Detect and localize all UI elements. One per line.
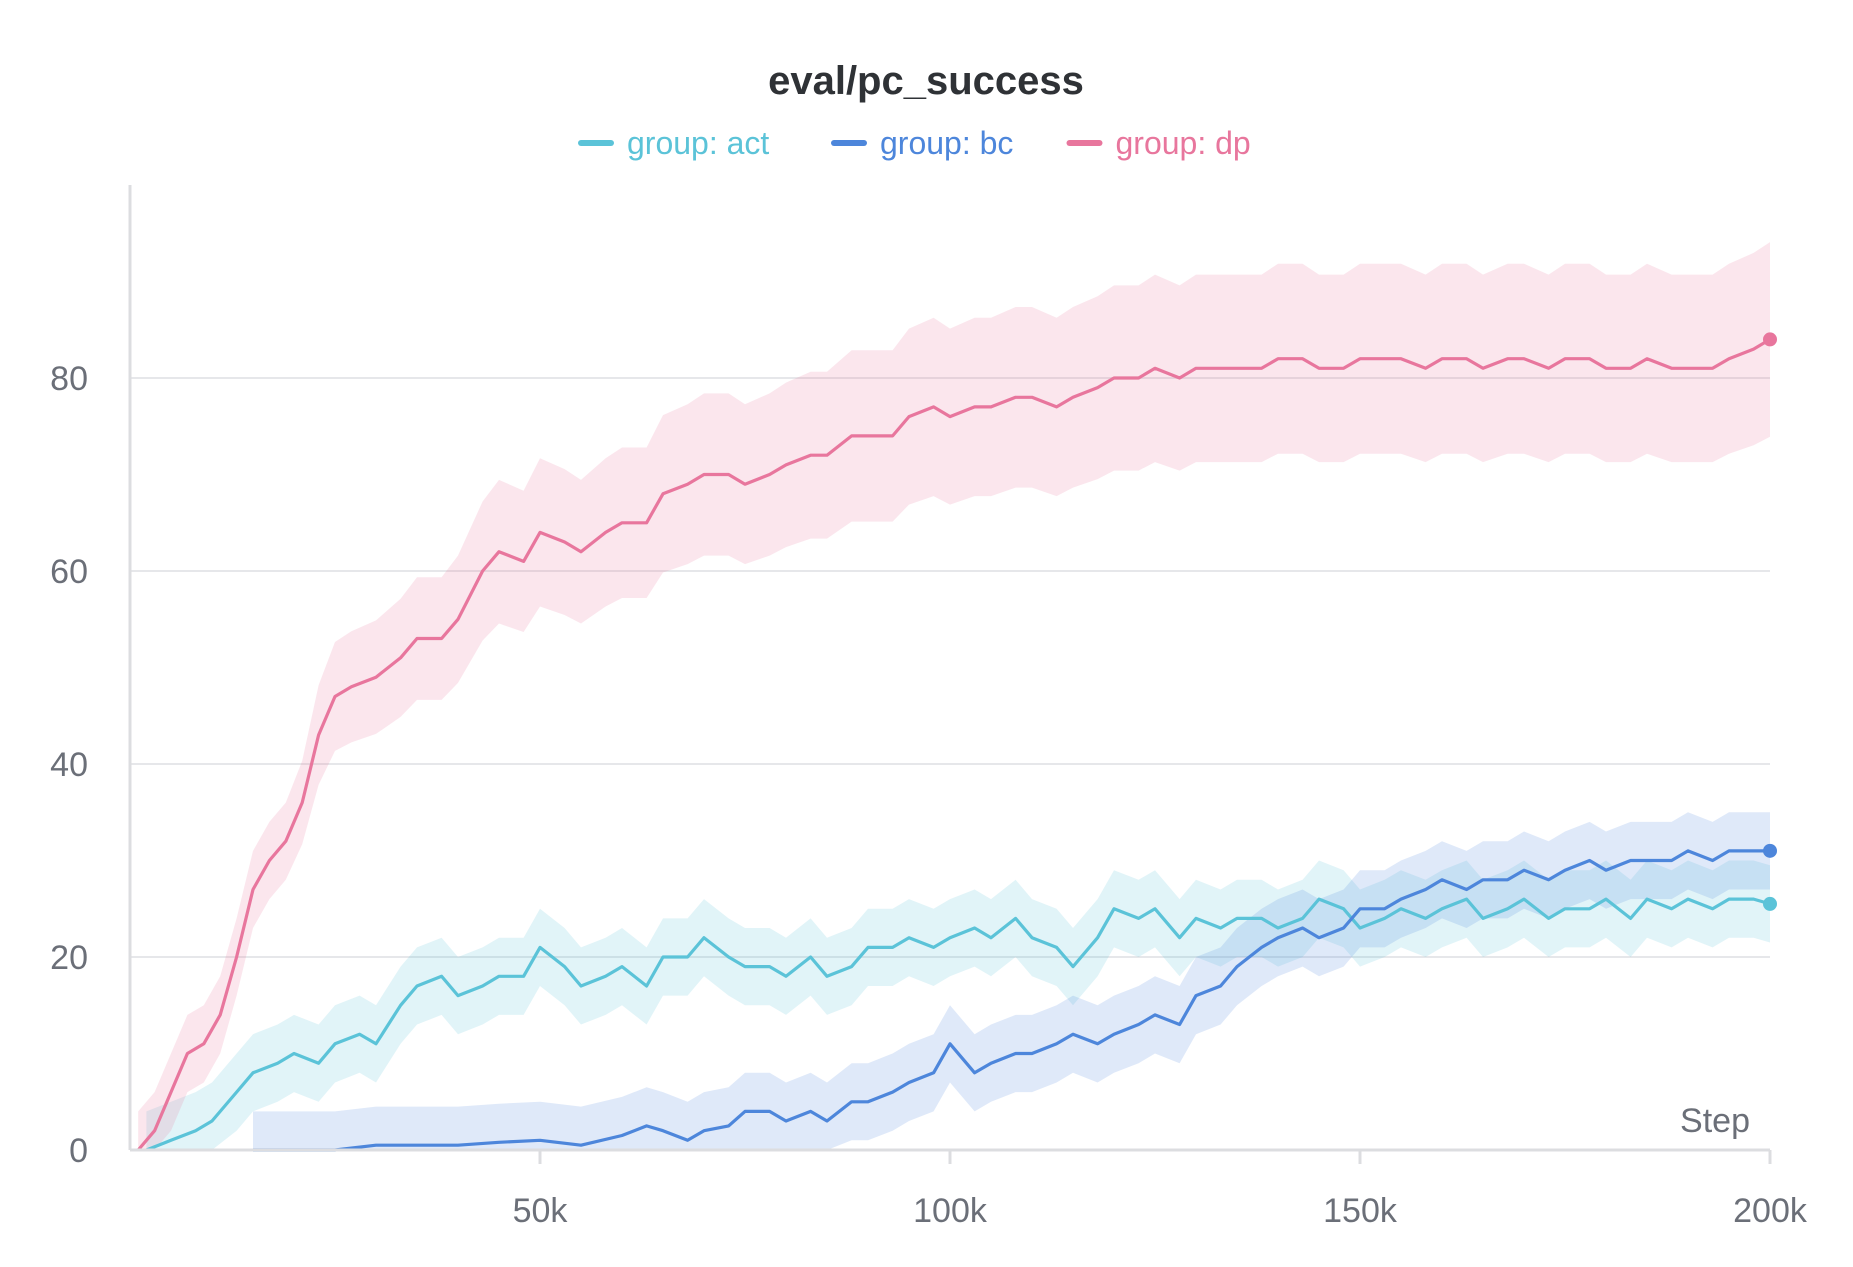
x-tick-label: 200k — [1733, 1192, 1808, 1230]
end-marker-bc — [1763, 843, 1777, 858]
y-tick-label: 60 — [50, 553, 88, 591]
line-bc — [253, 849, 1770, 1152]
series-lines — [136, 332, 1777, 1152]
x-tick-label: 50k — [513, 1192, 569, 1230]
grid — [130, 377, 1770, 958]
y-tick-label: 0 — [69, 1132, 88, 1170]
line-act — [145, 897, 1771, 1152]
tick-labels: 0 20 40 60 80 50k 100k 150k 200k — [50, 360, 1808, 1230]
band-act — [146, 860, 1770, 1150]
legend-label-dp: group: dp — [1116, 125, 1251, 161]
y-tick-label: 20 — [50, 939, 88, 977]
y-tick-label: 80 — [50, 360, 88, 398]
axes — [128, 185, 1772, 1164]
end-marker-dp — [1763, 332, 1777, 347]
legend-label-bc: group: bc — [880, 125, 1013, 161]
y-tick-label: 40 — [50, 746, 88, 784]
chart-title: eval/pc_success — [768, 59, 1084, 103]
legend-label-act: group: act — [627, 125, 769, 161]
legend: group: act group: bc group: dp — [578, 125, 1251, 161]
x-tick-label: 100k — [913, 1192, 988, 1230]
line-dp — [136, 338, 1771, 1152]
x-axis-label: Step — [1680, 1102, 1750, 1140]
series-bands — [138, 242, 1771, 1151]
x-tick-label: 150k — [1323, 1192, 1398, 1230]
band-bc — [253, 812, 1770, 1150]
band-dp — [138, 242, 1771, 1151]
end-marker-act — [1763, 896, 1777, 911]
